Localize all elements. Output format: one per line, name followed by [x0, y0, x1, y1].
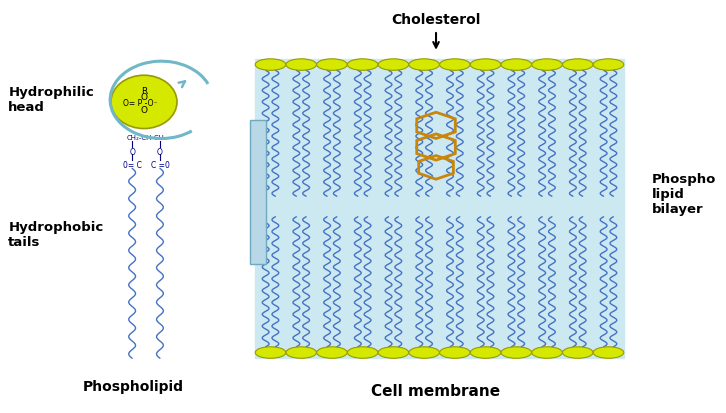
- Text: C =0: C =0: [150, 161, 169, 171]
- Ellipse shape: [286, 59, 317, 70]
- Ellipse shape: [593, 347, 624, 358]
- Ellipse shape: [378, 347, 409, 358]
- Text: Hydrophobic
tails: Hydrophobic tails: [8, 221, 104, 249]
- Text: Cell membrane: Cell membrane: [372, 384, 501, 399]
- Ellipse shape: [593, 59, 624, 70]
- Ellipse shape: [409, 347, 439, 358]
- Text: O: O: [157, 148, 163, 157]
- Ellipse shape: [470, 59, 501, 70]
- Ellipse shape: [111, 75, 177, 128]
- Text: Phospholipid: Phospholipid: [83, 380, 184, 394]
- Ellipse shape: [317, 347, 347, 358]
- Text: Hydrophilic
head: Hydrophilic head: [8, 86, 94, 114]
- Ellipse shape: [348, 347, 378, 358]
- Text: 0= C: 0= C: [123, 161, 142, 171]
- Text: O: O: [140, 93, 147, 102]
- Text: R: R: [141, 87, 147, 96]
- Ellipse shape: [470, 347, 501, 358]
- Text: O: O: [129, 148, 135, 157]
- Text: Phospho
lipid
bilayer: Phospho lipid bilayer: [652, 173, 716, 216]
- Ellipse shape: [317, 59, 347, 70]
- Ellipse shape: [256, 59, 286, 70]
- Ellipse shape: [563, 347, 593, 358]
- Ellipse shape: [286, 347, 317, 358]
- Ellipse shape: [531, 59, 563, 70]
- Text: CH₂-CH-CH₂: CH₂-CH-CH₂: [127, 135, 168, 141]
- Ellipse shape: [439, 347, 470, 358]
- Text: O: O: [140, 107, 147, 115]
- Bar: [256, 59, 624, 358]
- Ellipse shape: [531, 347, 563, 358]
- Text: Cholesterol: Cholesterol: [391, 13, 481, 27]
- Ellipse shape: [439, 59, 470, 70]
- Text: O= P -O⁻: O= P -O⁻: [123, 100, 158, 109]
- Ellipse shape: [409, 59, 439, 70]
- Bar: [250, 120, 266, 264]
- Ellipse shape: [563, 59, 593, 70]
- Ellipse shape: [501, 59, 531, 70]
- Ellipse shape: [378, 59, 409, 70]
- Ellipse shape: [256, 347, 286, 358]
- Ellipse shape: [501, 347, 531, 358]
- Ellipse shape: [348, 59, 378, 70]
